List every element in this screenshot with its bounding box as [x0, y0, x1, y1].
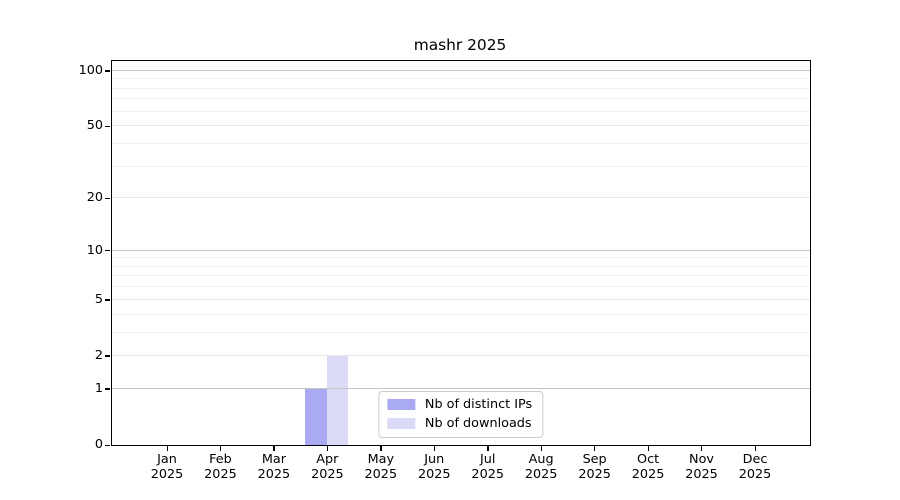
y-tick-label-0: 0	[94, 437, 103, 452]
y-tick-label-10: 10	[86, 242, 103, 258]
x-tick-month: Nov	[689, 451, 715, 467]
gridline-y-10	[111, 249, 810, 251]
x-tick-label-dec: Dec 2025	[718, 452, 792, 483]
gridline-y-8	[111, 265, 810, 267]
y-tick-mark-1	[105, 388, 110, 390]
y-tick-label-50: 50	[86, 118, 103, 134]
x-tick-year: 2025	[417, 467, 451, 482]
gridline-y-1	[111, 387, 810, 389]
x-tick-year: 2025	[150, 467, 184, 482]
legend-swatch-nb-of-distinct-ips	[386, 398, 415, 410]
x-tick-label-may: May 2025	[344, 452, 418, 483]
x-tick-mark-apr	[326, 446, 329, 451]
gridline-y-20	[111, 197, 810, 199]
gridline-y-100	[111, 69, 810, 71]
chart-title: mashr 2025	[413, 36, 507, 54]
x-tick-mark-jan	[166, 446, 168, 451]
x-tick-month: Sep	[582, 451, 607, 467]
x-tick-mark-dec	[754, 446, 756, 451]
y-tick-mark-50	[105, 125, 110, 127]
plot-area: Nb of distinct IPs Nb of downloads	[110, 59, 811, 446]
x-tick-mark-sep	[594, 446, 596, 451]
x-tick-month: Mar	[261, 451, 286, 467]
y-tick-mark-0	[105, 444, 110, 446]
x-tick-month: Feb	[209, 451, 232, 467]
gridline-y-3	[111, 331, 810, 333]
gridline-y-30	[111, 165, 810, 167]
x-tick-year: 2025	[578, 467, 611, 482]
x-tick-year: 2025	[524, 467, 558, 482]
x-tick-label-apr: Apr 2025	[290, 452, 364, 483]
y-tick-label-1: 1	[94, 380, 103, 396]
x-tick-label-jun: Jun 2025	[397, 452, 471, 483]
x-tick-year: 2025	[204, 467, 237, 482]
gridline-y-2	[111, 354, 810, 356]
x-tick-month: May	[367, 451, 395, 467]
x-tick-month: Jun	[424, 451, 445, 467]
x-tick-mark-jul	[487, 446, 489, 451]
x-tick-month: Jan	[157, 451, 177, 467]
x-tick-year: 2025	[257, 467, 291, 482]
gridline-y-50	[111, 125, 810, 127]
y-tick-label-100: 100	[78, 62, 103, 78]
y-tick-mark-2	[105, 355, 110, 357]
y-tick-label-5: 5	[94, 291, 103, 307]
gridline-y-4	[111, 313, 810, 315]
bar-nb-of-distinct-ips-apr	[305, 388, 327, 445]
x-tick-month: Jul	[479, 451, 496, 467]
x-tick-month: Apr	[316, 451, 339, 467]
x-tick-month: Oct	[637, 451, 660, 467]
legend: Nb of distinct IPs Nb of downloads	[377, 390, 544, 438]
x-tick-label-mar: Mar 2025	[237, 452, 311, 483]
gridline-y-5	[111, 298, 810, 300]
x-tick-year: 2025	[471, 467, 504, 482]
gridline-y-9	[111, 257, 810, 259]
x-tick-label-aug: Aug 2025	[504, 452, 578, 483]
y-tick-label-2: 2	[94, 347, 103, 363]
gridline-y-7	[111, 275, 810, 277]
y-tick-mark-100	[105, 70, 110, 72]
gridline-y-6	[111, 286, 810, 288]
x-tick-label-sep: Sep 2025	[558, 452, 632, 483]
x-tick-mark-oct	[647, 446, 649, 451]
legend-entry-nb-of-downloads: Nb of downloads	[386, 415, 532, 431]
x-tick-mark-mar	[273, 446, 275, 451]
legend-entry-nb-of-distinct-ips: Nb of distinct IPs	[386, 396, 533, 412]
x-tick-mark-feb	[219, 446, 222, 451]
x-tick-year: 2025	[685, 467, 718, 482]
x-tick-month: Dec	[742, 451, 768, 467]
x-tick-mark-jun	[433, 446, 436, 451]
x-tick-label-oct: Oct 2025	[611, 452, 685, 483]
x-tick-month: Aug	[528, 451, 554, 467]
y-tick-mark-20	[105, 197, 110, 199]
x-tick-label-feb: Feb 2025	[183, 452, 257, 483]
legend-label: Nb of downloads	[424, 415, 532, 431]
x-tick-label-jan: Jan 2025	[130, 452, 204, 483]
bar-nb-of-downloads-apr	[326, 355, 349, 445]
x-tick-year: 2025	[738, 467, 772, 482]
x-tick-year: 2025	[364, 467, 398, 482]
y-tick-mark-10	[105, 250, 110, 252]
x-tick-year: 2025	[631, 467, 665, 482]
gridline-y-90	[111, 78, 810, 80]
x-tick-label-nov: Nov 2025	[665, 452, 739, 483]
x-tick-label-jul: Jul 2025	[451, 452, 525, 483]
gridline-y-70	[111, 98, 810, 100]
x-tick-mark-aug	[540, 446, 542, 451]
x-tick-mark-may	[380, 446, 382, 451]
y-tick-label-20: 20	[86, 190, 103, 206]
y-tick-mark-5	[105, 299, 110, 301]
x-tick-year: 2025	[311, 467, 344, 482]
legend-label: Nb of distinct IPs	[424, 396, 533, 412]
gridline-y-40	[111, 142, 810, 144]
gridline-y-60	[111, 110, 810, 112]
legend-swatch-nb-of-downloads	[386, 417, 415, 429]
gridline-y-80	[111, 87, 810, 89]
x-tick-mark-nov	[701, 446, 703, 451]
